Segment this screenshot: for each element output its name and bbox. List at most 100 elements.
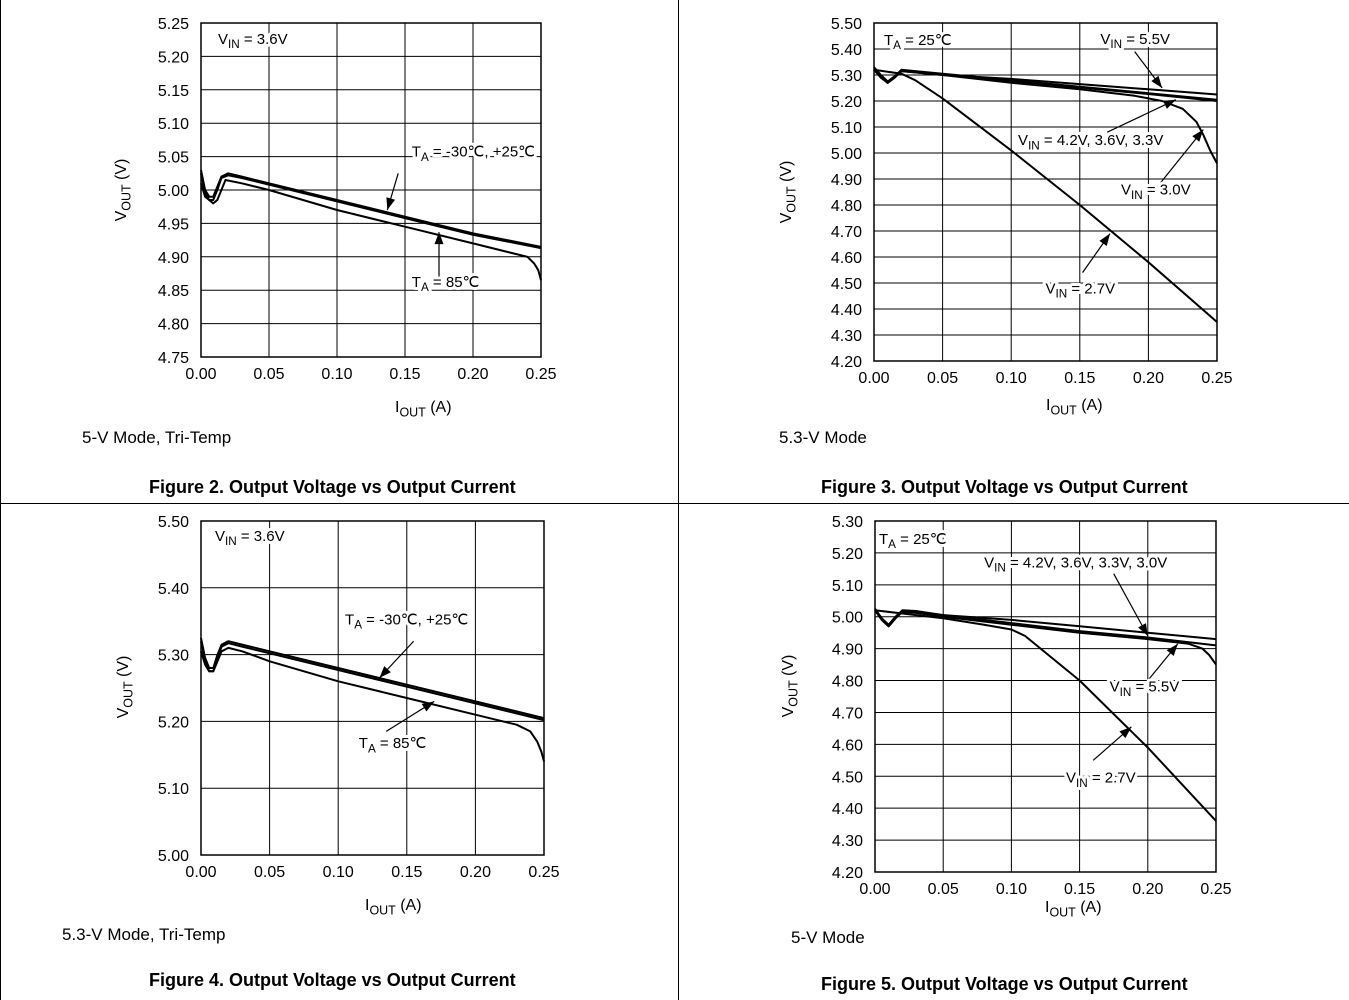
x-tick-label: 0.05 [253,366,284,383]
plot-frame [874,520,1217,873]
y-tick-label: 4.95 [158,216,189,233]
annotation-label: TA = -30℃, +25℃ [412,144,535,164]
y-tick-label: 4.60 [832,737,863,754]
annotation-label: VIN = 5.5V [1110,679,1180,699]
y-tick-label: 4.20 [831,354,862,371]
x-axis-title: IOUT (A) [1045,899,1102,919]
annotation-leader [1106,99,1177,133]
annotation-arrowhead [1163,99,1176,109]
y-tick-label: 5.00 [158,848,189,865]
y-tick-label: 5.00 [831,146,862,163]
annotation-arrowhead [379,666,391,678]
annotation-leader [1154,129,1204,190]
y-axis-title: VOUT (V) [780,655,800,718]
figure-3-mode-label: 5.3-V Mode [779,428,867,447]
x-tick-label: 0.10 [321,366,352,383]
y-tick-label: 5.20 [831,94,862,111]
y-tick-label: 4.75 [158,350,189,367]
y-tick-label: 4.50 [831,276,862,293]
annotation-label: VIN = 2.7V [1046,280,1116,300]
y-axis-title: VOUT (V) [115,656,135,719]
annotation-arrowhead [1099,233,1110,247]
y-tick-label: 4.70 [832,705,863,722]
x-tick-label: 0.00 [859,881,890,898]
plot-frame [873,22,1218,362]
figure-5-chart: 0.00 0.05 0.10 0.15 0.20 0.25 4.20 4.30 4.40 4.50… [780,514,1232,919]
annotation-label: TA = -30℃, +25℃ [345,612,468,632]
x-tick-label: 0.15 [1064,370,1095,387]
conditions-label: TA = 25℃ [879,531,947,551]
figure-4-caption: Figure 4. Output Voltage vs Output Curre… [149,970,516,990]
data-series-line [873,69,1218,164]
y-tick-label: 5.00 [158,183,189,200]
y-tick-label: 5.00 [832,610,863,627]
figure-2-caption: Figure 2. Output Voltage vs Output Curre… [149,477,516,497]
annotation-label: VIN = 5.5V [1100,31,1170,51]
y-tick-label: 5.30 [832,514,863,531]
conditions-label: VIN = 3.6V [218,31,288,51]
x-tick-label: 0.20 [460,864,491,881]
y-tick-label: 5.40 [158,581,189,598]
annotation-arrowhead [421,701,435,712]
y-tick-label: 4.90 [831,172,862,189]
annotation-label: VIN = 4.2V, 3.6V, 3.3V [1018,132,1163,152]
annotation-arrowhead [386,197,396,211]
data-series-line [200,179,542,281]
figure-5-mode-label: 5-V Mode [791,928,865,947]
y-tick-label: 5.10 [158,781,189,798]
data-series-line [874,608,1217,647]
data-series-line [200,646,545,762]
y-tick-label: 4.40 [832,801,863,818]
data-series-line [874,609,1217,666]
annotation-label: TA = 85℃ [412,274,480,294]
plot-frame [200,22,542,358]
annotation-label: VIN = 3.0V [1121,182,1191,202]
y-tick-label: 5.25 [158,16,189,33]
frame-divider-vertical [678,0,679,1000]
data-series-line [200,641,545,722]
y-tick-label: 4.30 [831,328,862,345]
x-tick-label: 0.00 [185,864,216,881]
figure-2-mode-label: 5-V Mode, Tri-Temp [82,428,232,447]
y-tick-label: 5.20 [158,49,189,66]
x-tick-label: 0.00 [185,366,216,383]
y-tick-label: 4.80 [158,317,189,334]
x-tick-label: 0.15 [389,366,420,383]
y-axis-title: VOUT (V) [778,161,798,224]
annotation-arrowhead [1151,75,1163,88]
y-tick-label: 5.05 [158,150,189,167]
annotation-arrowhead [1166,643,1178,656]
x-axis-title: IOUT (A) [395,399,452,419]
x-tick-label: 0.20 [1132,881,1163,898]
y-tick-label: 4.85 [158,283,189,300]
y-tick-label: 5.30 [158,648,189,665]
annotation-label: TA = 85℃ [359,735,427,755]
y-tick-label: 5.40 [831,42,862,59]
y-tick-label: 4.50 [832,769,863,786]
figure-4-chart: 0.00 0.05 0.10 0.15 0.20 0.25 5.00 5.10 5.20 5.30… [115,514,560,917]
y-tick-label: 4.70 [831,224,862,241]
x-tick-label: 0.10 [996,370,1027,387]
annotation-arrowhead [434,232,444,245]
x-axis-title: IOUT (A) [365,897,422,917]
y-tick-label: 5.10 [832,578,863,595]
x-tick-label: 0.25 [1201,370,1232,387]
x-tick-label: 0.25 [1200,881,1231,898]
figure-3-chart: 0.00 0.05 0.10 0.15 0.20 0.25 4.20 4.30 4.40 4.50… [778,16,1233,417]
y-tick-label: 4.30 [832,833,863,850]
annotation-arrowhead [1119,726,1132,739]
data-series-line [873,68,1218,323]
y-axis-title: VOUT (V) [113,159,133,222]
y-tick-label: 4.90 [832,642,863,659]
y-tick-label: 4.80 [831,198,862,215]
y-tick-label: 5.30 [831,68,862,85]
y-tick-label: 4.40 [831,302,862,319]
y-tick-label: 4.90 [158,250,189,267]
data-series-line [200,637,545,720]
conditions-label: TA = 25℃ [884,32,952,52]
x-tick-label: 0.10 [323,864,354,881]
x-tick-label: 0.00 [858,370,889,387]
x-tick-label: 0.20 [457,366,488,383]
figure-3-caption: Figure 3. Output Voltage vs Output Curre… [821,477,1188,497]
annotation-label: VIN = 4.2V, 3.6V, 3.3V, 3.0V [984,554,1167,574]
